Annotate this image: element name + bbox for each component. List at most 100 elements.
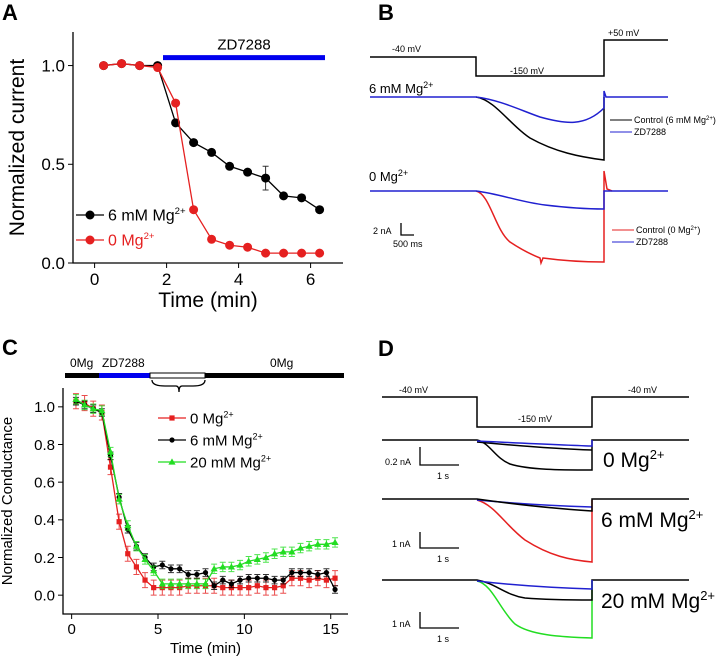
legend-superscript: 2+ xyxy=(144,231,155,242)
protocol-bar-washout xyxy=(149,372,206,379)
voltage-protocol-b xyxy=(370,39,668,77)
panel-letter-b: B xyxy=(378,0,394,25)
voltage-post-label: +50 mV xyxy=(608,28,639,38)
panel-letter-c: C xyxy=(2,335,18,360)
x-axis-label: Time (min) xyxy=(158,289,258,312)
scale-bar-d3-time: 1 s xyxy=(437,634,450,644)
protocol-bar-zd7288 xyxy=(99,373,150,378)
data-point xyxy=(237,585,243,591)
data-point xyxy=(262,553,270,561)
scale-bar-d2-current: 1 nA xyxy=(392,539,411,549)
trace-zd7288-0mg xyxy=(370,190,668,210)
data-point xyxy=(171,118,181,128)
scale-bar-d1-current: 0.2 nA xyxy=(385,457,411,467)
data-point xyxy=(306,569,312,576)
series-0: 0 Mg2+ xyxy=(72,393,339,596)
data-point xyxy=(158,580,166,587)
data-point xyxy=(297,248,307,258)
data-point xyxy=(220,577,226,583)
data-point xyxy=(185,571,191,578)
data-point xyxy=(167,580,175,587)
data-point xyxy=(194,571,200,578)
legend-label: 20 mM Mg2+ xyxy=(190,453,271,471)
data-point xyxy=(323,577,330,583)
data-point xyxy=(227,563,236,570)
series-line xyxy=(103,62,320,254)
legend-text: 6 mM Mg xyxy=(108,208,175,225)
voltage-step-label: -150 mV xyxy=(510,66,544,76)
data-point xyxy=(202,569,209,576)
data-point xyxy=(220,585,226,591)
y-tick-label: 0.6 xyxy=(34,474,55,491)
data-point xyxy=(246,575,252,581)
scale-bar-b-time: 500 ms xyxy=(393,239,423,249)
data-point xyxy=(306,577,312,583)
protocol-label-0mg-2: 0Mg xyxy=(270,356,293,370)
data-point xyxy=(246,585,252,591)
x-tick-label: 5 xyxy=(154,621,162,638)
legend-text: 6 mM Mg xyxy=(190,432,253,449)
data-point xyxy=(331,538,339,546)
series-2: 20 mM Mg2+ xyxy=(72,394,339,590)
data-point xyxy=(263,585,269,591)
panel-letter-d: D xyxy=(378,336,394,361)
data-point xyxy=(176,566,183,572)
trace-d-0mg-mid xyxy=(476,441,593,451)
data-point xyxy=(270,550,279,557)
voltage-post-label-d: -40 mV xyxy=(628,385,657,395)
data-point xyxy=(237,577,243,583)
data-point xyxy=(225,161,235,171)
legend-label: 6 mM Mg2+ xyxy=(190,431,263,449)
data-point xyxy=(261,173,271,183)
data-point xyxy=(279,248,289,258)
trace-d-20mm-zd7288 xyxy=(476,580,593,590)
data-point xyxy=(289,569,295,576)
data-point xyxy=(189,205,199,215)
data-point xyxy=(132,542,141,549)
data-point xyxy=(201,580,210,587)
x-axis-label: Time (min) xyxy=(170,640,241,657)
legend-control-6mm: Control (6 mM Mg2+) xyxy=(634,115,716,125)
data-point xyxy=(296,544,305,551)
data-point xyxy=(142,577,148,583)
legend-superscript: 2+ xyxy=(175,206,186,217)
y-tick-label: 0.2 xyxy=(34,550,55,567)
data-point xyxy=(207,234,217,244)
data-point xyxy=(189,138,199,148)
protocol-bar-0mg-1 xyxy=(65,373,99,378)
x-tick-label: 0 xyxy=(67,621,75,638)
data-point xyxy=(279,548,287,555)
voltage-hold-label-d: -40 mV xyxy=(399,385,428,395)
legend-label: 0 Mg2+ xyxy=(190,409,234,427)
y-tick-label: 0.0 xyxy=(41,254,65,273)
x-tick-label: 0 xyxy=(90,270,99,289)
data-point xyxy=(117,59,127,69)
legend-control-0mg: Control (0 Mg2+) xyxy=(636,225,700,235)
data-point xyxy=(210,565,218,572)
panel-c: C 0Mg ZD7288 0Mg 0 5 10 15 0.0 0.2 0.4 0.6 0.8 1.… xyxy=(0,335,348,657)
data-point xyxy=(315,571,321,578)
trace-d-20mm-green xyxy=(476,580,593,639)
data-point xyxy=(150,567,158,574)
data-point xyxy=(107,464,114,470)
voltage-hold-label: -40 mV xyxy=(392,44,421,54)
y-tick-label: 0.4 xyxy=(34,512,55,529)
axes xyxy=(62,388,348,615)
trace-d-6mm-black xyxy=(382,498,689,512)
data-point xyxy=(323,569,330,576)
series-line xyxy=(103,62,320,211)
x-tick-label: 6 xyxy=(306,270,315,289)
data-point xyxy=(116,519,122,525)
axes xyxy=(72,32,343,264)
legend-superscript: 2+ xyxy=(261,453,271,463)
y-tick-label: 1.0 xyxy=(34,399,55,416)
trace-zd7288-6mm xyxy=(370,90,668,124)
voltage-protocol-d xyxy=(382,396,689,428)
y-tick-label: 0.8 xyxy=(34,437,55,454)
y-axis-label: Normalized Conductance xyxy=(0,417,16,585)
legend-label: 6 mM Mg2+ xyxy=(108,206,186,224)
series-1: 0 Mg2+ xyxy=(76,59,325,258)
trace-control-6mm xyxy=(475,96,605,161)
row-label-20mm: 20 mM Mg2+ xyxy=(601,588,715,613)
data-point xyxy=(228,581,235,587)
